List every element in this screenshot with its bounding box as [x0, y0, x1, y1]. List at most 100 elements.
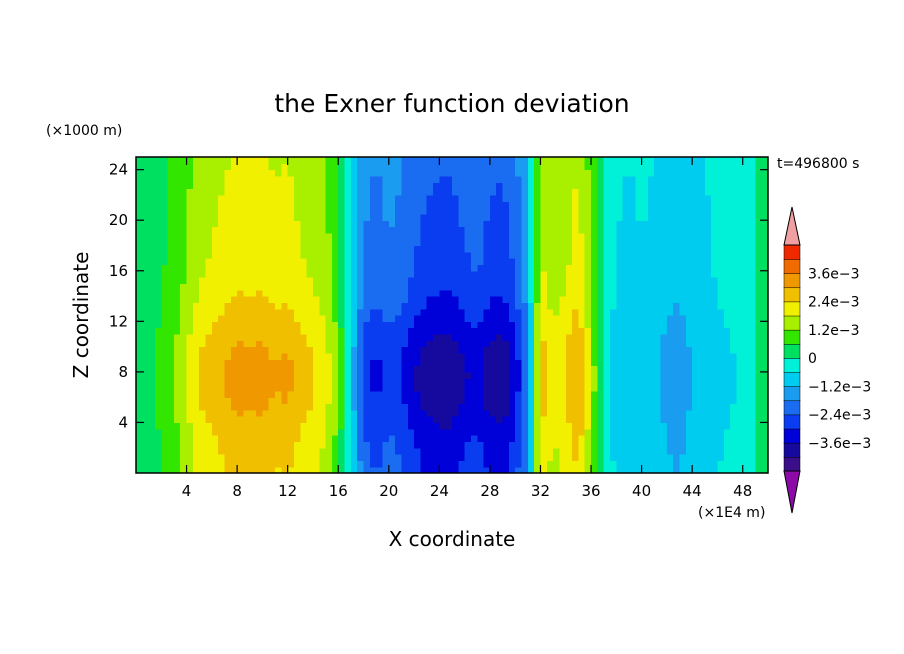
heatmap-cell — [325, 409, 333, 417]
heatmap-cell — [704, 277, 712, 284]
heatmap-cell — [439, 321, 447, 329]
heatmap-cell — [186, 333, 194, 341]
heatmap-cell — [546, 403, 554, 411]
heatmap-cell — [749, 258, 756, 266]
heatmap-cell — [464, 226, 472, 234]
heatmap-cell — [382, 384, 390, 392]
heatmap-cell — [281, 422, 289, 430]
heatmap-cell — [395, 327, 403, 335]
heatmap-cell — [527, 454, 535, 461]
heatmap-cell — [515, 466, 523, 474]
heatmap-cell — [300, 207, 308, 215]
heatmap-cell — [192, 308, 200, 316]
heatmap-cell — [736, 289, 744, 297]
heatmap-cell — [673, 188, 681, 196]
heatmap-cell — [477, 384, 485, 392]
heatmap-cell — [433, 201, 440, 209]
heatmap-cell — [452, 327, 459, 335]
heatmap-cell — [597, 163, 605, 171]
heatmap-cell — [704, 327, 712, 335]
heatmap-cell — [698, 226, 706, 234]
heatmap-cell — [407, 403, 415, 411]
heatmap-cell — [761, 308, 769, 316]
heatmap-cell — [565, 428, 573, 436]
heatmap-cell — [527, 277, 535, 284]
heatmap-cell — [540, 169, 548, 177]
heatmap-cell — [565, 169, 573, 177]
heatmap-cell — [237, 352, 245, 360]
heatmap-cell — [275, 378, 282, 386]
heatmap-cell — [698, 460, 706, 468]
heatmap-cell — [325, 321, 333, 329]
heatmap-cell — [685, 308, 693, 316]
heatmap-cell — [660, 277, 668, 284]
heatmap-cell — [230, 321, 238, 329]
heatmap-cell — [647, 403, 655, 411]
heatmap-cell — [256, 220, 263, 228]
heatmap-cell — [527, 371, 535, 379]
heatmap-cell — [761, 289, 769, 297]
heatmap-cell — [199, 409, 207, 417]
heatmap-cell — [300, 466, 308, 474]
heatmap-cell — [534, 384, 542, 392]
heatmap-cell — [508, 428, 516, 436]
heatmap-cell — [749, 239, 756, 247]
heatmap-cell — [647, 441, 655, 449]
heatmap-cell — [218, 239, 226, 247]
heatmap-cell — [312, 289, 320, 297]
heatmap-cell — [173, 201, 181, 209]
heatmap-cell — [173, 441, 181, 449]
heatmap-cell — [433, 422, 440, 430]
heatmap-cell — [357, 245, 365, 253]
heatmap-cell — [148, 365, 156, 373]
heatmap-cell — [420, 340, 428, 348]
heatmap-cell — [742, 264, 750, 272]
heatmap-cell — [148, 403, 156, 411]
heatmap-cell — [173, 340, 181, 348]
heatmap-cell — [148, 315, 156, 322]
heatmap-cell — [319, 175, 327, 183]
heatmap-cell — [704, 201, 712, 209]
heatmap-cell — [635, 296, 643, 303]
heatmap-cell — [508, 201, 516, 209]
heatmap-cell — [243, 403, 251, 411]
heatmap-cell — [749, 251, 756, 259]
heatmap-cell — [344, 232, 352, 240]
heatmap-cell — [420, 289, 428, 297]
heatmap-cell — [654, 447, 662, 455]
heatmap-cell — [167, 182, 175, 190]
heatmap-cell — [186, 435, 194, 442]
heatmap-cell — [470, 226, 478, 234]
heatmap-cell — [230, 277, 238, 284]
heatmap-cell — [426, 302, 434, 310]
heatmap-cell — [192, 201, 200, 209]
heatmap-cell — [660, 157, 668, 164]
heatmap-cell — [268, 409, 276, 417]
heatmap-cell — [515, 296, 523, 303]
heatmap-cell — [489, 454, 497, 461]
heatmap-cell — [628, 289, 636, 297]
heatmap-cell — [350, 220, 358, 228]
heatmap-cell — [268, 441, 276, 449]
heatmap-cell — [142, 416, 150, 424]
heatmap-cell — [338, 466, 346, 474]
heatmap-cell — [635, 251, 643, 259]
heatmap-cell — [325, 315, 333, 322]
heatmap-cell — [742, 308, 750, 316]
heatmap-cell — [635, 302, 643, 310]
heatmap-cell — [142, 207, 150, 215]
heatmap-cell — [199, 289, 207, 297]
heatmap-cell — [711, 188, 719, 196]
heatmap-cell — [546, 239, 554, 247]
heatmap-cell — [148, 157, 156, 164]
heatmap-cell — [591, 169, 598, 177]
heatmap-cell — [249, 365, 257, 373]
heatmap-cell — [306, 220, 314, 228]
heatmap-cell — [192, 321, 200, 329]
heatmap-cell — [660, 460, 668, 468]
heatmap-cell — [692, 157, 700, 164]
heatmap-cell — [679, 435, 687, 442]
heatmap-cell — [730, 422, 737, 430]
heatmap-cell — [464, 258, 472, 266]
heatmap-cell — [749, 289, 756, 297]
